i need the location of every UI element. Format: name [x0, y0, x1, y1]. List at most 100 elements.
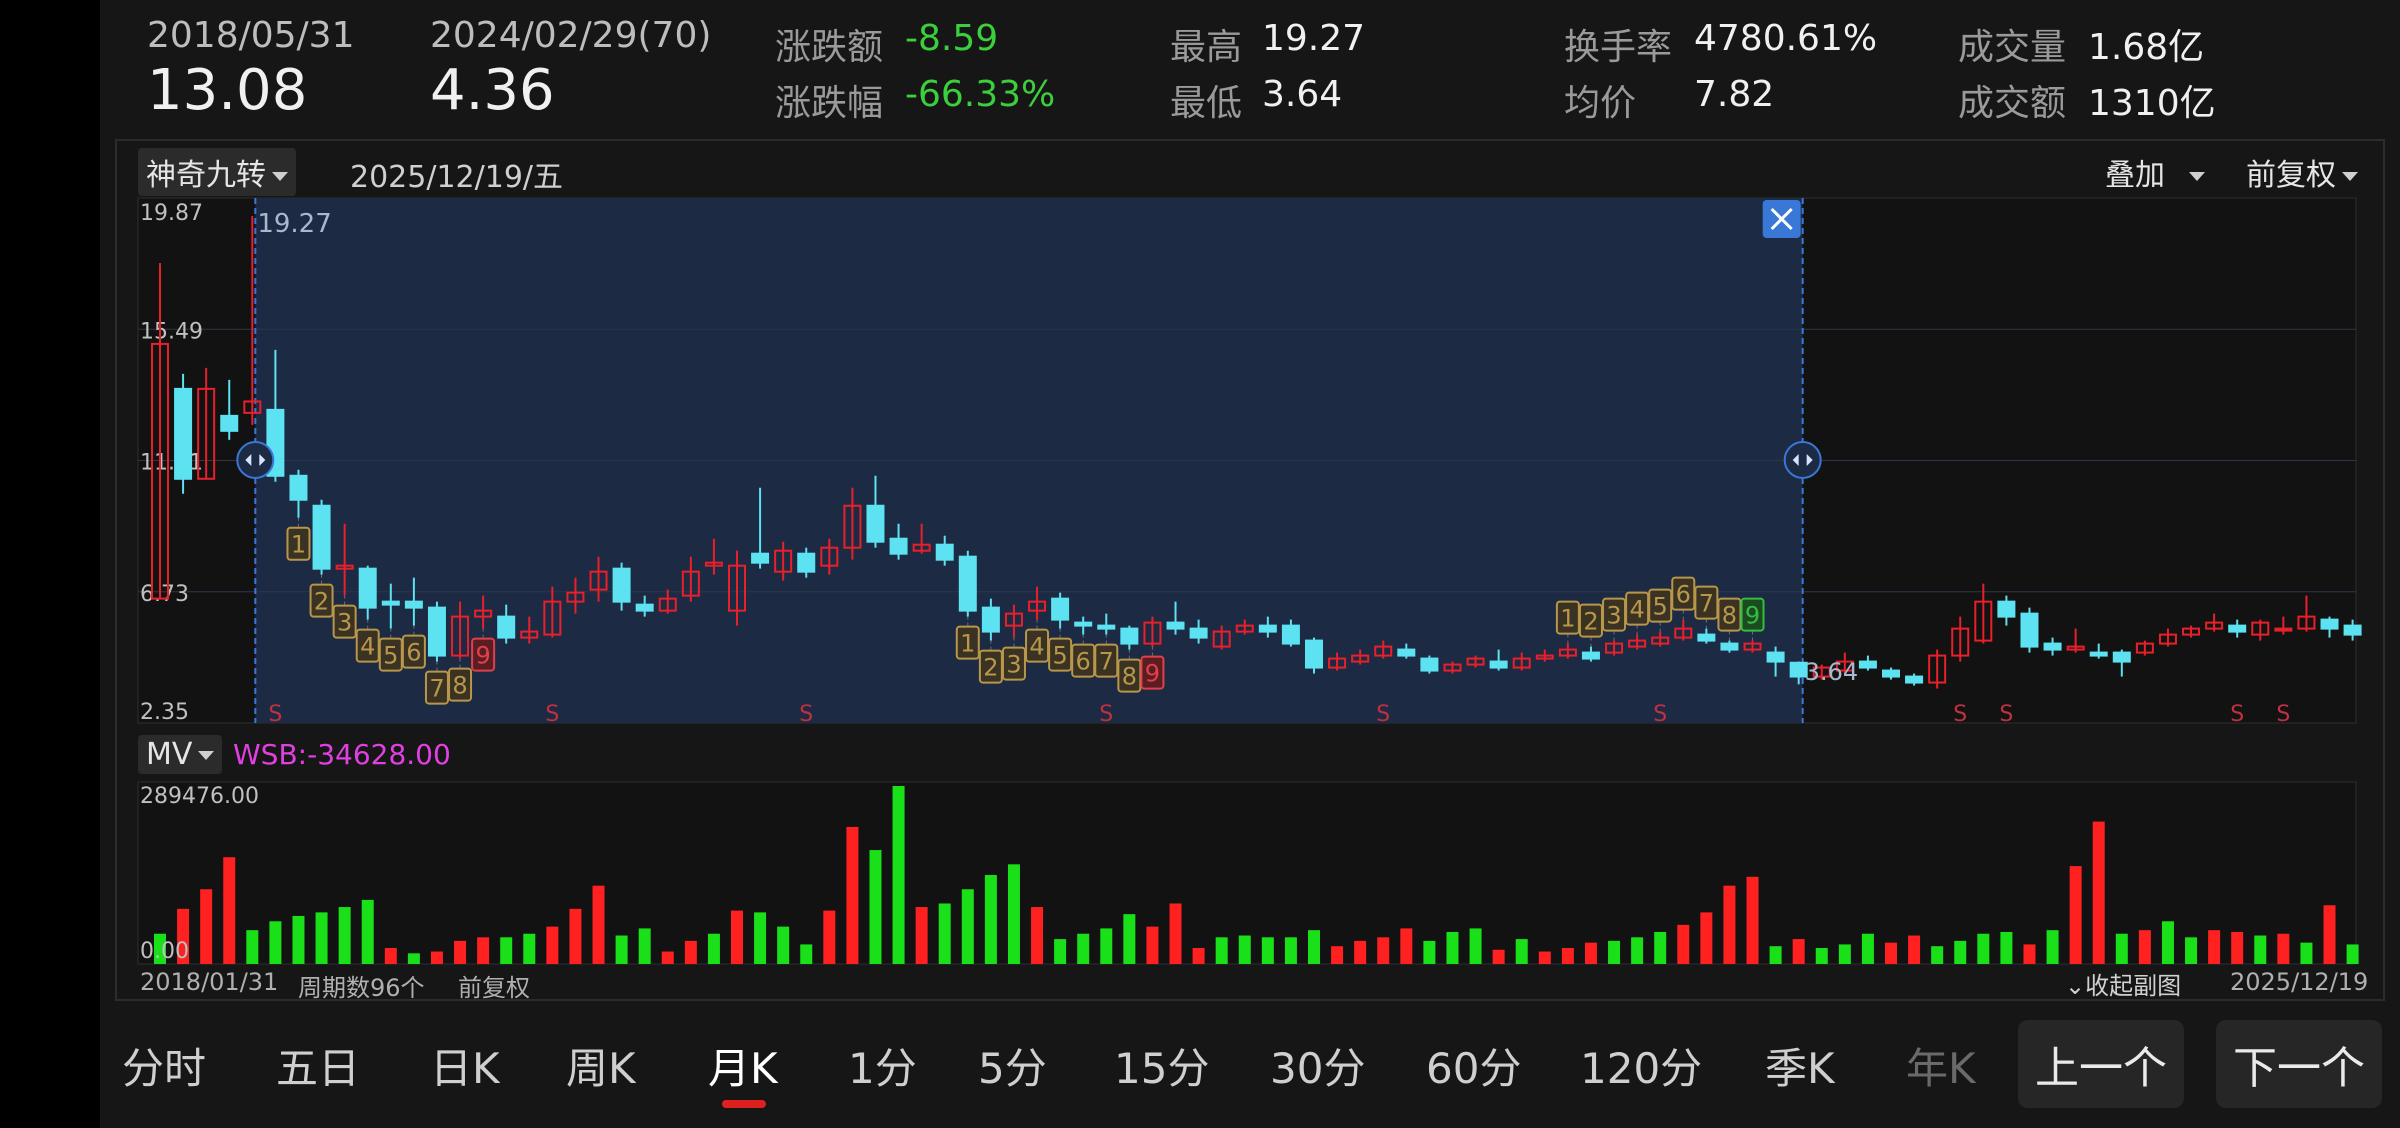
- nine-turn-number: 9: [475, 642, 490, 670]
- nine-turn-box: [1717, 597, 1742, 632]
- candle: [1028, 586, 1047, 620]
- candle-body: [2320, 618, 2339, 630]
- volume-bar: [1492, 949, 1505, 964]
- tab-timeframe[interactable]: 日K: [430, 1044, 500, 1093]
- candle-body: [1489, 660, 1508, 669]
- selection-end-handle[interactable]: [1783, 441, 1822, 479]
- tab-timeframe[interactable]: 五日: [276, 1044, 361, 1093]
- volume-bar: [154, 933, 166, 964]
- volume-bar: [2300, 942, 2313, 964]
- volume-bar: [523, 933, 536, 964]
- tab-timeframe[interactable]: 30分: [1270, 1044, 1366, 1093]
- candle: [1789, 661, 1808, 685]
- overlay-label: 叠加: [2105, 158, 2165, 193]
- volume-bar: [638, 928, 651, 964]
- candle-body: [1443, 663, 1462, 672]
- volume-max-label: 289476.00: [140, 784, 259, 809]
- candle-body: [1905, 675, 1924, 684]
- collapse-subchart-button[interactable]: ⌄收起副图: [2065, 966, 2181, 1001]
- selection-start-handle[interactable]: [236, 441, 275, 479]
- candle: [912, 523, 931, 554]
- y-tick-label: 19.87: [140, 201, 203, 226]
- nine-turn-number: 6: [1076, 648, 1091, 676]
- candle-body: [1281, 624, 1300, 645]
- y-tick-label: 11.11: [140, 451, 203, 476]
- candle-body: [543, 600, 562, 636]
- candle: [935, 535, 954, 566]
- candle-body: [1143, 621, 1162, 645]
- candle: [2182, 625, 2201, 638]
- high-label: 最高: [1170, 27, 1243, 68]
- candle: [1928, 649, 1947, 689]
- tab-timeframe[interactable]: 120分: [1580, 1044, 1703, 1093]
- candle: [751, 487, 770, 569]
- candle: [1305, 637, 1323, 674]
- prev-button[interactable]: 上一个: [2018, 1020, 2184, 1108]
- volume-bar: [2185, 937, 2198, 964]
- nine-turn-number: 4: [1629, 596, 1644, 624]
- nine-turn-number: 4: [360, 633, 375, 661]
- volume-bar: [454, 940, 467, 964]
- volume-bar: [1423, 940, 1436, 964]
- adjust-dropdown[interactable]: 前复权: [2246, 150, 2358, 194]
- cursor-date: 2025/12/19/五: [350, 160, 564, 195]
- volume-bar: [1261, 937, 1274, 964]
- volume-bar: [1608, 940, 1621, 964]
- candle-body: [1189, 627, 1208, 639]
- volume-bar: [2092, 821, 2105, 964]
- candle-body: [889, 537, 908, 555]
- chart-start-date: 2018/01/31: [140, 968, 279, 996]
- volume-bar: [777, 926, 790, 964]
- tab-timeframe[interactable]: 分时: [122, 1044, 207, 1093]
- next-button[interactable]: 下一个: [2216, 1020, 2382, 1108]
- candle-body: [820, 546, 839, 567]
- volume-bar: [661, 951, 674, 964]
- candle-body: [612, 567, 631, 603]
- tab-timeframe[interactable]: 周K: [566, 1044, 636, 1093]
- candle: [1697, 628, 1716, 644]
- volume-bar: [2046, 930, 2059, 964]
- sub-indicator-dropdown[interactable]: MV: [138, 735, 223, 774]
- candle: [427, 601, 446, 662]
- overlay-dropdown[interactable]: 叠加: [2105, 150, 2205, 194]
- s-marker: S: [1999, 702, 2013, 727]
- nine-turn-number: 4: [1029, 633, 1044, 661]
- candle: [2135, 640, 2154, 656]
- indicator-dropdown[interactable]: 神奇九转: [138, 148, 296, 196]
- volume-bar: [707, 933, 720, 964]
- nine-turn-number: 1: [291, 531, 306, 559]
- candle: [243, 215, 262, 425]
- candle-body: [2158, 633, 2177, 645]
- volume-bar: [177, 908, 190, 964]
- volume-bar: [731, 910, 743, 964]
- nine-turn-number: 7: [429, 675, 444, 703]
- candle: [289, 469, 308, 518]
- close-selection-button[interactable]: [1762, 200, 1801, 238]
- nine-turn-box: [1648, 588, 1673, 623]
- arrows-icon: [245, 454, 266, 466]
- tab-timeframe[interactable]: 60分: [1426, 1044, 1522, 1093]
- tab-timeframe[interactable]: 5分: [978, 1044, 1047, 1093]
- candle: [1235, 619, 1254, 635]
- volume-bar: [1769, 946, 1782, 964]
- avg-price-value: 7.82: [1694, 74, 1775, 115]
- candle-body: [2228, 624, 2247, 633]
- tab-timeframe[interactable]: 年K: [1906, 1044, 1976, 1093]
- volume-bar: [1077, 933, 1090, 964]
- candle-body: [1374, 645, 1393, 657]
- tab-timeframe[interactable]: 月K: [708, 1044, 778, 1093]
- candle: [2205, 613, 2224, 632]
- volume-bar: [2323, 905, 2336, 964]
- turnover-rate-label: 换手率: [1564, 27, 1673, 68]
- candle: [1212, 625, 1231, 650]
- tab-timeframe[interactable]: 15分: [1114, 1044, 1210, 1093]
- tab-timeframe[interactable]: 1分: [848, 1044, 917, 1093]
- candle: [1674, 619, 1693, 641]
- candle: [1189, 619, 1208, 644]
- tab-timeframe[interactable]: 季K: [1765, 1044, 1835, 1093]
- nine-turn-number: 1: [960, 630, 975, 658]
- nine-turn-box: [378, 637, 403, 672]
- candle-body: [1004, 612, 1023, 627]
- volume-bar: [2254, 935, 2267, 964]
